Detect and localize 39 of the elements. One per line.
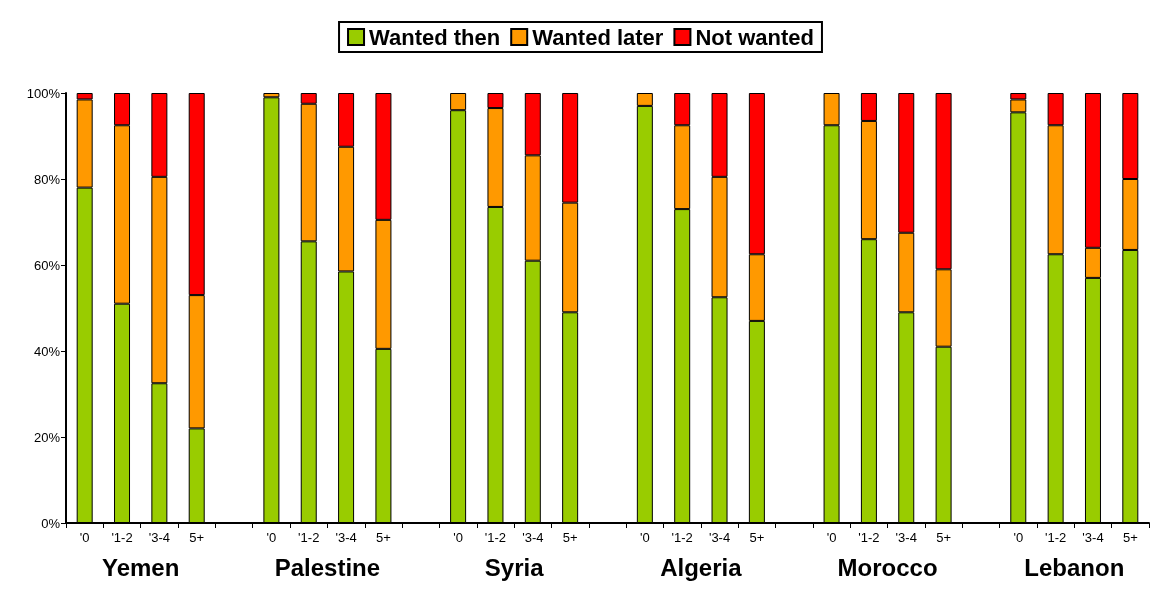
- x-tick-label: '3-4: [148, 530, 170, 545]
- y-tick-label: 20%: [33, 429, 61, 445]
- text: Algeria: [660, 553, 743, 581]
- x-tick-label: '0: [453, 530, 463, 545]
- y-tick-label: 100%: [26, 85, 61, 101]
- text: Lebanon: [1024, 553, 1125, 581]
- x-tick-label: '0: [1013, 530, 1024, 545]
- legend-label: Not wanted: [695, 24, 814, 50]
- x-tick-label: '0: [826, 530, 837, 545]
- x-tick-label: '3-4: [895, 530, 917, 545]
- text: Yemen: [101, 553, 180, 581]
- y-tick-label: 40%: [33, 343, 61, 359]
- x-tick-label: '1-2: [298, 530, 320, 545]
- x-tick-label: 5+: [189, 530, 205, 545]
- x-tick-label: '1-2: [671, 530, 693, 545]
- x-tick-label: '1-2: [1045, 530, 1067, 545]
- x-tick-label: 5+: [936, 530, 952, 545]
- text: Palestine: [274, 553, 381, 581]
- x-tick-label: '3-4: [708, 530, 731, 545]
- x-tick-label: '1-2: [858, 530, 880, 545]
- x-tick-label: 5+: [1122, 530, 1138, 545]
- y-tick-label: 0%: [41, 515, 61, 531]
- x-tick-label: '0: [266, 530, 277, 545]
- text: Syria: [484, 553, 545, 581]
- y-tick-label: 80%: [33, 171, 61, 187]
- x-tick-label: 5+: [376, 530, 391, 545]
- y-tick-label: 60%: [33, 257, 61, 273]
- x-tick-label: '0: [79, 530, 90, 545]
- x-tick-label: '1-2: [484, 530, 507, 545]
- x-tick-label: '3-4: [522, 530, 544, 545]
- text: Morocco: [837, 553, 938, 581]
- x-tick-label: '1-2: [111, 530, 133, 545]
- x-tick-label: '0: [639, 530, 650, 545]
- legend-label: Wanted then: [369, 24, 501, 50]
- x-tick-label: '3-4: [335, 530, 357, 545]
- x-tick-label: 5+: [562, 530, 578, 545]
- x-tick-label: 5+: [749, 530, 765, 545]
- x-tick-label: '3-4: [1082, 530, 1104, 545]
- legend-label: Wanted later: [532, 24, 664, 50]
